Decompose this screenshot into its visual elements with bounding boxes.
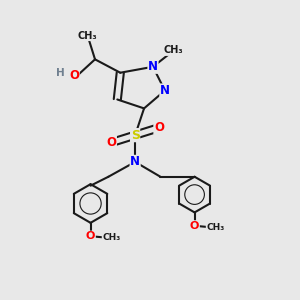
Text: O: O bbox=[190, 221, 199, 231]
Text: CH₃: CH₃ bbox=[78, 31, 98, 40]
Text: N: N bbox=[148, 60, 158, 73]
Text: O: O bbox=[86, 231, 95, 241]
Text: H: H bbox=[56, 68, 65, 78]
Text: S: S bbox=[130, 129, 140, 142]
Text: N: N bbox=[160, 84, 170, 97]
Text: CH₃: CH₃ bbox=[164, 45, 184, 56]
Text: N: N bbox=[130, 155, 140, 168]
Text: O: O bbox=[154, 121, 164, 134]
Text: CH₃: CH₃ bbox=[102, 233, 121, 242]
Text: O: O bbox=[69, 69, 79, 82]
Text: CH₃: CH₃ bbox=[206, 223, 224, 232]
Text: O: O bbox=[106, 136, 116, 149]
